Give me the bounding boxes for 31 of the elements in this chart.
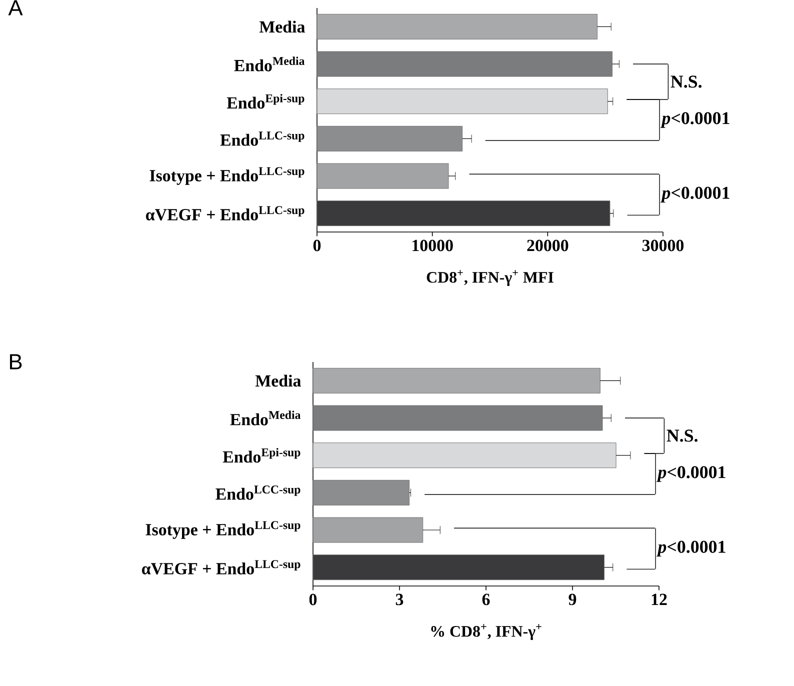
annotation: p<0.0001 (656, 540, 726, 557)
y-tick-label: Endo$^{Epi-sup}$ (222, 448, 300, 463)
x-tick-label: 0 (309, 594, 317, 606)
y-tick-label: Endo$^{Epi-sup}$ (226, 94, 304, 109)
x-tick-label: 10000 (412, 240, 453, 252)
x-tick-label: 9 (568, 594, 576, 606)
annotation: p<0.0001 (660, 112, 730, 128)
annotation: p<0.0001 (656, 466, 726, 482)
y-tick-label: Endo$^{Media}$ (234, 56, 305, 72)
x-axis-title: CD8$^{+}$, IFN-γ$^{+}$ MFI (426, 270, 554, 286)
y-tick-label: Media (259, 20, 305, 33)
y-tick-label: Endo$^{LCC-sup}$ (216, 486, 300, 500)
text: N.S. (670, 76, 702, 88)
y-tick-label: Isotype + Endo$^{LLC-sup}$ (146, 521, 300, 539)
y-tick-label: Endo$^{LLC-sup}$ (220, 132, 304, 146)
text: N.S. (666, 430, 698, 442)
y-tick-label: Endo$^{Media}$ (230, 410, 301, 426)
text: B (10, 354, 22, 370)
x-tick-label: 3 (396, 594, 404, 606)
x-tick-label: 20000 (527, 240, 568, 252)
x-axis-title: % CD8$^{+}$, IFN-γ$^{+}$ (431, 624, 542, 640)
x-tick-label: 30000 (642, 240, 684, 252)
text: A (8, 0, 23, 16)
x-tick-label: 12 (652, 594, 667, 605)
annotation: p<0.0001 (660, 186, 730, 203)
y-tick-label: αVEGF + Endo$^{LLC-sup}$ (142, 560, 300, 575)
x-tick-label: 0 (313, 240, 321, 252)
y-tick-label: Isotype + Endo$^{LLC-sup}$ (150, 167, 304, 185)
x-tick-label: 6 (482, 594, 490, 606)
y-tick-label: αVEGF + Endo$^{LLC-sup}$ (146, 206, 304, 220)
y-tick-label: Media (255, 374, 301, 387)
